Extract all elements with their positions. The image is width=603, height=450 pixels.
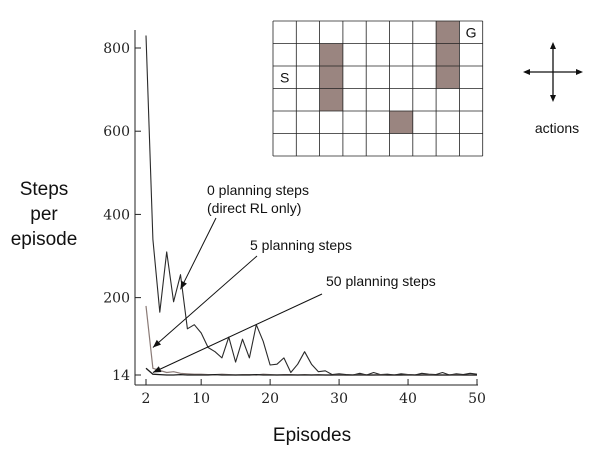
- annotation-arrow-2-shaft: [152, 293, 323, 373]
- y-axis-title-line-1: Steps: [20, 179, 69, 200]
- actions-label: actions: [535, 120, 579, 136]
- x-axis-title: Episodes: [273, 425, 351, 446]
- y-tick-label: 14: [112, 368, 130, 384]
- obstacle-cell: [436, 21, 460, 44]
- x-tick-label: 30: [330, 391, 348, 407]
- annotation-1-line-0: 5 planning steps: [250, 237, 352, 253]
- obstacle-cell: [436, 66, 460, 89]
- y-tick-label: 200: [103, 291, 130, 307]
- y-axis-title-line-3: episode: [11, 229, 78, 250]
- x-tick-label: 10: [192, 391, 210, 407]
- start-label: S: [280, 69, 289, 85]
- annotation-arrow-2-head: [152, 366, 162, 373]
- obstacle-cell: [389, 111, 413, 134]
- obstacle-cell: [319, 88, 343, 111]
- x-tick-label: 2: [142, 391, 151, 407]
- series-group: [145, 35, 478, 376]
- axes: 14 200 400 600 800 2 10 20 30 40 50: [103, 30, 486, 407]
- series-line-2: [145, 367, 477, 376]
- y-tick-label: 600: [103, 124, 130, 140]
- y-tick-label: 800: [103, 41, 130, 57]
- annotation-2-line-0: 50 planning steps: [326, 273, 436, 289]
- annotation-arrow-0-head: [180, 280, 187, 290]
- obstacle-cell: [319, 66, 343, 89]
- annotation-arrow-0-shaft: [180, 217, 217, 290]
- annotations: 0 planning steps (direct RL only) 5 planni…: [152, 182, 436, 373]
- y-tick-label: 400: [103, 207, 130, 223]
- obstacle-cell: [436, 43, 460, 66]
- y-axis-title-line-2: per: [30, 204, 58, 225]
- annotation-arrow-1-head: [152, 339, 162, 348]
- series-line-0: [145, 35, 478, 376]
- obstacle-cell: [319, 43, 343, 66]
- annotation-0-line-0: 0 planning steps: [207, 182, 309, 198]
- annotation-arrow-1-shaft: [152, 255, 258, 348]
- actions-icon: [523, 42, 583, 102]
- annotation-0-line-1: (direct RL only): [207, 200, 301, 216]
- gridworld: SG: [272, 20, 484, 157]
- x-tick-label: 50: [468, 391, 486, 407]
- x-tick-label: 20: [261, 391, 279, 407]
- x-tick-label: 40: [399, 391, 417, 407]
- goal-label: G: [466, 24, 477, 40]
